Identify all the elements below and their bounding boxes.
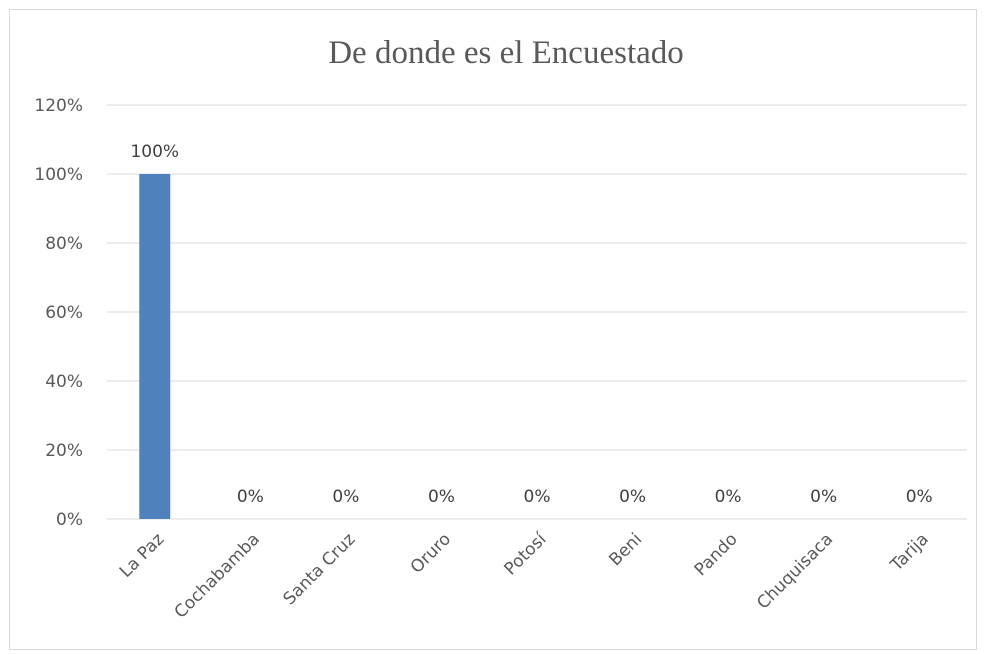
x-axis-tick-labels: La Paz Cochabamba Santa Cruz Oruro Potosí Ben… xyxy=(116,528,933,622)
x-tick-label: La Paz xyxy=(116,529,168,581)
data-label: 0% xyxy=(428,487,455,507)
x-tick-label: Santa Cruz xyxy=(279,529,359,609)
data-labels: 100% 0% 0% 0% 0% 0% 0% 0% 0% xyxy=(130,142,932,507)
data-label: 100% xyxy=(130,142,179,162)
chart-title: De donde es el Encuestado xyxy=(328,35,684,71)
bars xyxy=(139,174,171,519)
data-label: 0% xyxy=(332,487,359,507)
bar xyxy=(139,174,171,519)
y-tick-label: 20% xyxy=(45,441,83,461)
x-tick-label: Oruro xyxy=(407,529,455,577)
gridlines xyxy=(107,104,967,520)
x-tick-label: Cochabamba xyxy=(171,529,264,622)
y-tick-label: 40% xyxy=(45,372,83,392)
data-label: 0% xyxy=(237,487,264,507)
y-tick-label: 100% xyxy=(34,165,83,185)
x-tick-label: Potosí xyxy=(501,528,552,579)
y-tick-label: 0% xyxy=(56,510,83,530)
x-tick-label: Beni xyxy=(605,529,646,570)
data-label: 0% xyxy=(810,487,837,507)
y-tick-label: 60% xyxy=(45,303,83,323)
data-label: 0% xyxy=(715,487,742,507)
data-label: 0% xyxy=(906,487,933,507)
data-label: 0% xyxy=(619,487,646,507)
x-tick-label: Chuquisaca xyxy=(753,529,837,613)
data-label: 0% xyxy=(524,487,551,507)
y-tick-label: 80% xyxy=(45,234,83,254)
y-axis-tick-labels: 0% 20% 40% 60% 80% 100% 120% xyxy=(34,96,83,530)
x-tick-label: Pando xyxy=(691,529,742,580)
chart-frame xyxy=(9,9,977,650)
y-tick-label: 120% xyxy=(34,96,83,116)
x-tick-label: Tarija xyxy=(886,529,933,576)
